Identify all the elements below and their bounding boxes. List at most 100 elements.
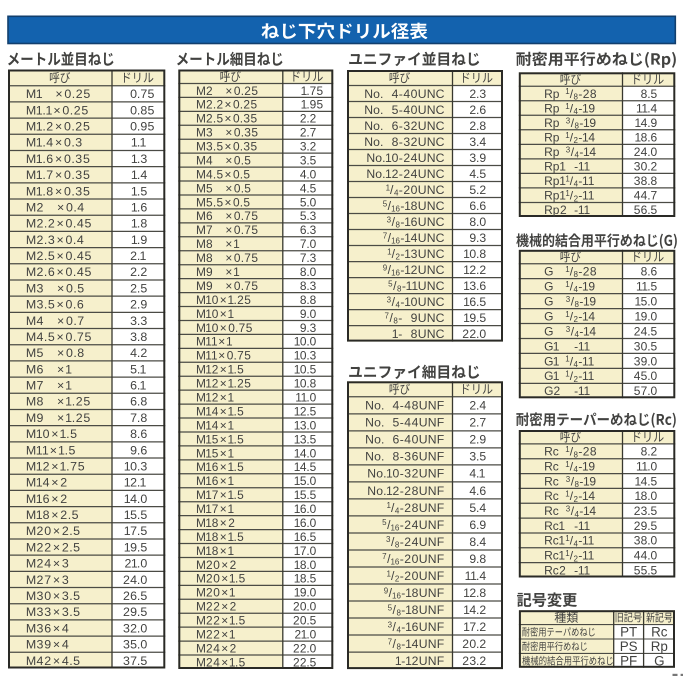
svg-text:M6: M6 <box>196 209 213 223</box>
svg-text:-11: -11 <box>578 534 594 548</box>
svg-text:×0.75: ×0.75 <box>225 223 258 237</box>
svg-text:1.5: 1.5 <box>131 184 147 198</box>
svg-text:2: 2 <box>395 253 400 262</box>
svg-text:No. 6-32UNC: No. 6-32UNC <box>364 119 444 133</box>
svg-text:M2.6×0.45: M2.6×0.45 <box>26 265 92 279</box>
svg-text:19.0: 19.0 <box>294 586 317 600</box>
svg-text:M10×1.25: M10×1.25 <box>196 293 251 307</box>
svg-text:21.0: 21.0 <box>294 628 316 642</box>
svg-text:-18UNF: -18UNF <box>401 586 444 600</box>
svg-text:M10×0.75: M10×0.75 <box>196 321 253 335</box>
svg-text:7.8: 7.8 <box>130 411 147 425</box>
svg-text:Rp1: Rp1 <box>544 189 566 203</box>
svg-text:M1.8×0.35: M1.8×0.35 <box>26 184 90 198</box>
svg-text:-11: -11 <box>574 203 590 217</box>
svg-text:17.0: 17.0 <box>294 544 317 558</box>
svg-text:1.6: 1.6 <box>131 200 147 214</box>
svg-text:No. 6-40UNF: No. 6-40UNF <box>365 433 444 447</box>
svg-text:M20×2.5: M20×2.5 <box>26 524 80 538</box>
svg-text:/: / <box>388 199 392 213</box>
svg-text:1: 1 <box>565 265 570 274</box>
svg-text:/: / <box>387 552 391 566</box>
svg-text:9.6: 9.6 <box>130 443 147 457</box>
svg-text:/: / <box>571 145 575 159</box>
svg-text:4.0: 4.0 <box>300 167 317 181</box>
svg-text:/: / <box>391 569 395 583</box>
svg-text:3: 3 <box>566 295 571 304</box>
svg-text:2: 2 <box>574 495 579 504</box>
svg-text:M42×4.5: M42×4.5 <box>26 654 80 668</box>
svg-text:10.5: 10.5 <box>294 363 317 377</box>
svg-text:3: 3 <box>387 295 392 304</box>
svg-text:M18×1.5: M18×1.5 <box>196 530 244 544</box>
svg-text:4: 4 <box>395 506 400 515</box>
svg-text:-20UNC: -20UNC <box>399 183 445 197</box>
svg-text:-14: -14 <box>579 324 596 338</box>
svg-text:45.0: 45.0 <box>634 369 658 383</box>
svg-text:12.2: 12.2 <box>463 263 486 277</box>
svg-text:M18×2: M18×2 <box>196 516 235 530</box>
svg-text:4: 4 <box>574 539 579 548</box>
svg-text:22.0: 22.0 <box>293 641 317 655</box>
svg-text:/: / <box>393 279 397 293</box>
svg-text:-11: -11 <box>574 384 590 398</box>
svg-text:4.5: 4.5 <box>300 181 317 195</box>
svg-text:G: G <box>544 309 553 323</box>
svg-text:14.5: 14.5 <box>294 460 317 474</box>
svg-text:M9: M9 <box>26 411 44 425</box>
svg-text:15.0: 15.0 <box>294 474 317 488</box>
svg-text:15.5: 15.5 <box>124 508 148 522</box>
svg-text:M12×1.75: M12×1.75 <box>26 459 85 473</box>
svg-text:6.1: 6.1 <box>130 379 146 393</box>
svg-text:/: / <box>391 535 395 549</box>
svg-text:/: / <box>388 231 392 245</box>
svg-text:Rc: Rc <box>544 489 559 503</box>
svg-text:M8: M8 <box>26 395 44 409</box>
svg-text:-10UNC: -10UNC <box>400 295 444 309</box>
svg-text:/: / <box>570 445 574 459</box>
svg-text:No.12-28UNF: No.12-28UNF <box>367 484 444 498</box>
svg-text:M24×1.5: M24×1.5 <box>196 655 246 669</box>
svg-text:3: 3 <box>566 475 571 484</box>
svg-text:/: / <box>570 265 574 279</box>
svg-text:M33×3.5: M33×3.5 <box>26 605 80 619</box>
svg-text:/: / <box>570 369 574 383</box>
svg-text:-11: -11 <box>578 549 594 563</box>
svg-text:1: 1 <box>565 490 570 499</box>
svg-text:3: 3 <box>566 504 571 513</box>
svg-text:M22×1: M22×1 <box>196 628 236 642</box>
svg-text:5.0: 5.0 <box>300 195 317 209</box>
svg-text:Rp: Rp <box>544 116 560 130</box>
svg-text:4.2: 4.2 <box>130 346 147 360</box>
svg-text:/: / <box>571 474 575 488</box>
svg-text:G1: G1 <box>544 354 560 368</box>
svg-text:1: 1 <box>387 569 392 578</box>
svg-text:16: 16 <box>391 558 400 567</box>
svg-text:4: 4 <box>574 360 579 369</box>
svg-text:2.7: 2.7 <box>300 126 317 140</box>
svg-text:M18×1: M18×1 <box>196 544 234 558</box>
svg-text:M11×1: M11×1 <box>196 335 233 349</box>
svg-text:/: / <box>570 460 574 474</box>
svg-text:7.0: 7.0 <box>300 237 317 251</box>
svg-text:1.95: 1.95 <box>301 98 324 112</box>
svg-text:/: / <box>570 309 574 323</box>
svg-text:M3: M3 <box>196 126 213 140</box>
svg-text:8: 8 <box>575 300 580 309</box>
svg-text:5.4: 5.4 <box>469 501 486 515</box>
svg-text:38.0: 38.0 <box>634 534 658 548</box>
svg-text:1.9: 1.9 <box>131 233 147 247</box>
svg-text:×0.75: ×0.75 <box>225 209 258 223</box>
svg-text:M1.4×0.3: M1.4×0.3 <box>26 136 82 150</box>
svg-text:55.5: 55.5 <box>634 563 658 577</box>
svg-text:-18UNF: -18UNF <box>401 603 444 617</box>
svg-text:6.6: 6.6 <box>469 199 486 213</box>
svg-text:No. 4-48UNF: No. 4-48UNF <box>365 399 444 413</box>
svg-text:1: 1 <box>387 501 392 510</box>
svg-text:Rp1: Rp1 <box>544 159 566 173</box>
svg-text:M16×1.5: M16×1.5 <box>196 460 244 474</box>
svg-text:9: 9 <box>384 586 389 595</box>
svg-text:-19: -19 <box>579 294 596 308</box>
svg-text:3.5: 3.5 <box>469 450 486 464</box>
svg-text:/: / <box>570 87 574 101</box>
